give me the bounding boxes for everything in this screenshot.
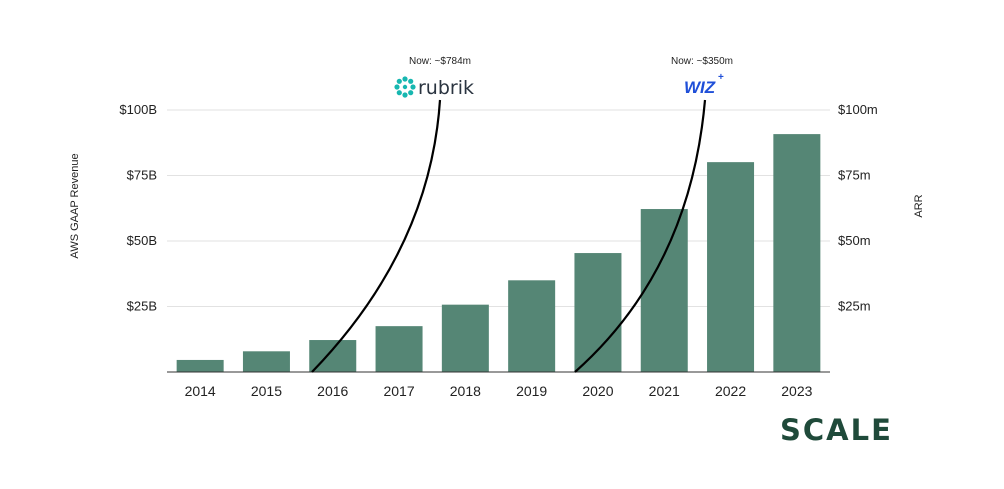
x-tick-label: 2015 [251,383,282,399]
y-tick-label: $50B [127,233,157,248]
wiz-logo: WIZ + [684,72,724,97]
rubrik-logo-text: rubrik [418,77,474,99]
bar-2021 [640,209,688,372]
y2-tick-label: $50m [838,233,871,248]
wiz-plus-icon: + [718,72,724,83]
y-tick-label: $75B [127,168,157,183]
bar-2019 [508,280,556,372]
x-tick-label: 2018 [450,383,481,399]
y2-tick-label: $100m [838,102,878,117]
y2-tick-label: $25m [838,299,871,314]
wiz-growth-curve [574,99,707,373]
y2-axis-title: ARR [913,194,925,217]
scale-logo: SCALE [780,413,893,447]
rubrik-logo: rubrik [394,76,474,99]
x-tick-labels: 2014 2015 2016 2017 2018 2019 2020 2021 2022 2023 [185,383,813,399]
y2-tick-labels: $25m $50m $75m $100m [838,102,878,314]
x-tick-label: 2014 [185,383,216,399]
x-tick-label: 2022 [715,383,746,399]
bar-2017 [375,326,423,372]
bar-2023 [773,134,821,372]
x-tick-label: 2021 [649,383,680,399]
bars [176,134,821,372]
x-tick-label: 2023 [781,383,812,399]
x-tick-label: 2019 [516,383,547,399]
bar-2018 [441,304,489,372]
rubrik-annotation: Now: ~$784m [409,56,471,67]
wiz-logo-text: WIZ [684,78,716,97]
y-tick-label: $25B [127,299,157,314]
y-tick-label: $100B [119,102,157,117]
bar-2022 [707,162,755,372]
rubrik-growth-curve [311,99,442,373]
x-tick-label: 2020 [582,383,613,399]
y-axis-title: AWS GAAP Revenue [69,153,81,258]
bar-2014 [176,359,224,372]
wiz-annotation: Now: ~$350m [671,56,733,67]
bar-2020 [574,253,622,372]
bar-2015 [242,351,290,372]
x-tick-label: 2017 [383,383,414,399]
y-tick-labels: $25B $50B $75B $100B [119,102,157,314]
x-tick-label: 2016 [317,383,348,399]
y2-tick-label: $75m [838,168,871,183]
rubrik-mark-icon [394,76,416,98]
